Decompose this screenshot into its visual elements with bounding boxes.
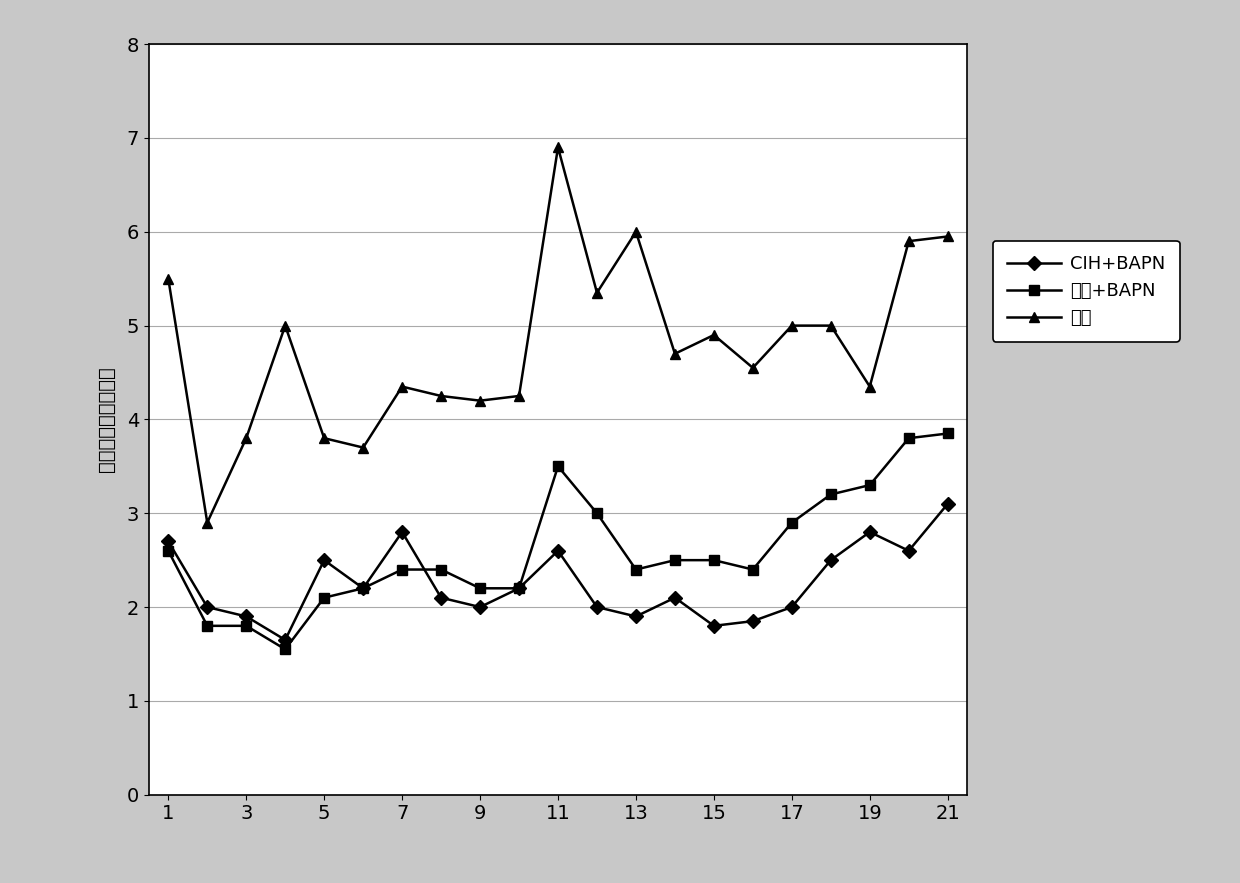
CIH+BAPN xyxy=(200,602,215,613)
Y-axis label: 平均每只小鼠饮水量: 平均每只小鼠饮水量 xyxy=(97,366,115,472)
常氧+BAPN xyxy=(745,564,760,575)
空白 xyxy=(551,142,565,153)
空白 xyxy=(434,390,449,401)
常氧+BAPN xyxy=(161,546,176,556)
常氧+BAPN xyxy=(316,592,331,603)
常氧+BAPN xyxy=(629,564,644,575)
Line: 空白: 空白 xyxy=(164,142,952,527)
常氧+BAPN xyxy=(394,564,409,575)
Line: CIH+BAPN: CIH+BAPN xyxy=(164,499,952,645)
CIH+BAPN xyxy=(707,621,722,631)
CIH+BAPN xyxy=(940,499,955,509)
Legend: CIH+BAPN, 常氧+BAPN, 空白: CIH+BAPN, 常氧+BAPN, 空白 xyxy=(992,241,1180,342)
空白 xyxy=(901,236,916,246)
空白 xyxy=(589,288,604,298)
常氧+BAPN xyxy=(356,583,371,593)
CIH+BAPN xyxy=(434,592,449,603)
空白 xyxy=(394,381,409,392)
常氧+BAPN xyxy=(940,428,955,439)
空白 xyxy=(200,517,215,528)
CIH+BAPN xyxy=(901,546,916,556)
CIH+BAPN xyxy=(862,526,877,537)
CIH+BAPN xyxy=(512,583,527,593)
空白 xyxy=(862,381,877,392)
空白 xyxy=(940,231,955,242)
常氧+BAPN xyxy=(707,555,722,565)
空白 xyxy=(707,329,722,340)
CIH+BAPN xyxy=(394,526,409,537)
空白 xyxy=(629,227,644,238)
空白 xyxy=(745,363,760,374)
空白 xyxy=(161,274,176,284)
空白 xyxy=(316,433,331,443)
空白 xyxy=(472,396,487,406)
CIH+BAPN xyxy=(785,602,800,613)
空白 xyxy=(356,442,371,453)
CIH+BAPN xyxy=(316,555,331,565)
常氧+BAPN xyxy=(667,555,682,565)
常氧+BAPN xyxy=(278,644,293,654)
空白 xyxy=(667,349,682,359)
常氧+BAPN xyxy=(472,583,487,593)
常氧+BAPN xyxy=(785,517,800,528)
CIH+BAPN xyxy=(667,592,682,603)
空白 xyxy=(823,321,838,331)
空白 xyxy=(512,390,527,401)
CIH+BAPN xyxy=(161,536,176,547)
常氧+BAPN xyxy=(901,433,916,443)
Line: 常氧+BAPN: 常氧+BAPN xyxy=(164,428,952,654)
常氧+BAPN xyxy=(589,508,604,518)
常氧+BAPN xyxy=(862,479,877,490)
常氧+BAPN xyxy=(239,621,254,631)
CIH+BAPN xyxy=(278,635,293,645)
常氧+BAPN xyxy=(200,621,215,631)
空白 xyxy=(239,433,254,443)
空白 xyxy=(785,321,800,331)
常氧+BAPN xyxy=(823,489,838,500)
CIH+BAPN xyxy=(589,602,604,613)
常氧+BAPN xyxy=(434,564,449,575)
常氧+BAPN xyxy=(512,583,527,593)
CIH+BAPN xyxy=(745,615,760,626)
CIH+BAPN xyxy=(629,611,644,622)
常氧+BAPN xyxy=(551,461,565,472)
CIH+BAPN xyxy=(551,546,565,556)
CIH+BAPN xyxy=(823,555,838,565)
空白 xyxy=(278,321,293,331)
CIH+BAPN xyxy=(239,611,254,622)
CIH+BAPN xyxy=(472,602,487,613)
CIH+BAPN xyxy=(356,583,371,593)
